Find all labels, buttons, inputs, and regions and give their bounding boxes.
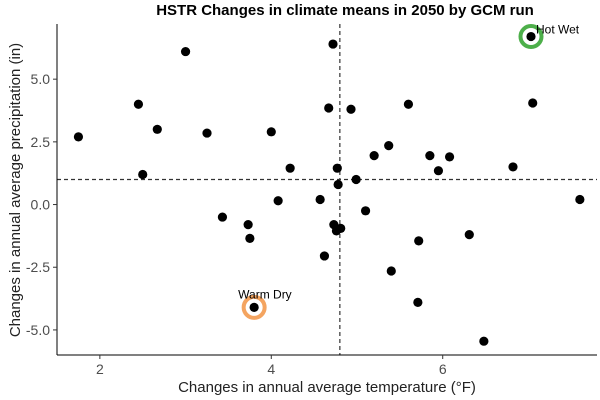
data-point: [425, 151, 435, 161]
highlight-ring: [518, 24, 544, 50]
data-point: [266, 127, 276, 137]
data-point: [414, 236, 424, 246]
y-tick-label: 0.0: [31, 197, 51, 213]
data-point: [285, 163, 295, 173]
plot-area: Hot Wet Warm Dry: [57, 23, 597, 355]
y-tick-label: 2.5: [31, 134, 51, 150]
x-tick-label: 4: [267, 361, 275, 377]
data-point: [479, 336, 489, 346]
data-point: [403, 99, 414, 109]
x-tick-label: 6: [439, 361, 447, 377]
y-tick-label: -5.0: [26, 322, 50, 338]
highlight-label: Hot Wet: [536, 23, 580, 37]
data-point: [433, 166, 444, 176]
x-tick-label: 2: [96, 361, 104, 377]
data-point: [243, 220, 253, 230]
data-point: [328, 39, 338, 49]
data-point: [369, 151, 379, 161]
data-point: [413, 297, 423, 307]
data-point: [444, 152, 455, 162]
data-point: [346, 104, 356, 114]
x-axis-title: Changes in annual average temperature (°…: [178, 379, 476, 396]
data-point: [384, 141, 394, 151]
data-point: [180, 46, 191, 57]
data-point: [351, 174, 361, 185]
data-point: [315, 194, 325, 205]
data-point: [336, 223, 346, 233]
chart-title: HSTR Changes in climate means in 2050 by…: [156, 2, 534, 19]
data-point: [245, 233, 255, 243]
data-point: [332, 163, 342, 173]
data-point: [464, 230, 474, 240]
data-point: [528, 98, 538, 108]
data-point: [360, 206, 371, 216]
data-point: [202, 128, 212, 138]
data-point: [324, 103, 334, 113]
data-point: [249, 302, 259, 312]
y-axis-title: Changes in annual average precipitation …: [7, 43, 24, 337]
highlight-label: Warm Dry: [238, 287, 292, 301]
data-point: [575, 194, 585, 205]
highlight-ring: [241, 294, 267, 320]
data-point: [526, 31, 536, 42]
data-point: [319, 251, 330, 261]
data-point: [508, 162, 518, 172]
data-point: [133, 99, 144, 109]
data-point: [333, 179, 343, 190]
data-point: [217, 212, 228, 222]
data-point: [138, 169, 148, 180]
data-point: [273, 196, 283, 206]
data-point: [73, 132, 84, 142]
y-tick-label: 5.0: [31, 71, 51, 87]
data-point: [386, 266, 396, 276]
data-point: [152, 124, 162, 134]
y-tick-label: -2.5: [26, 259, 50, 275]
